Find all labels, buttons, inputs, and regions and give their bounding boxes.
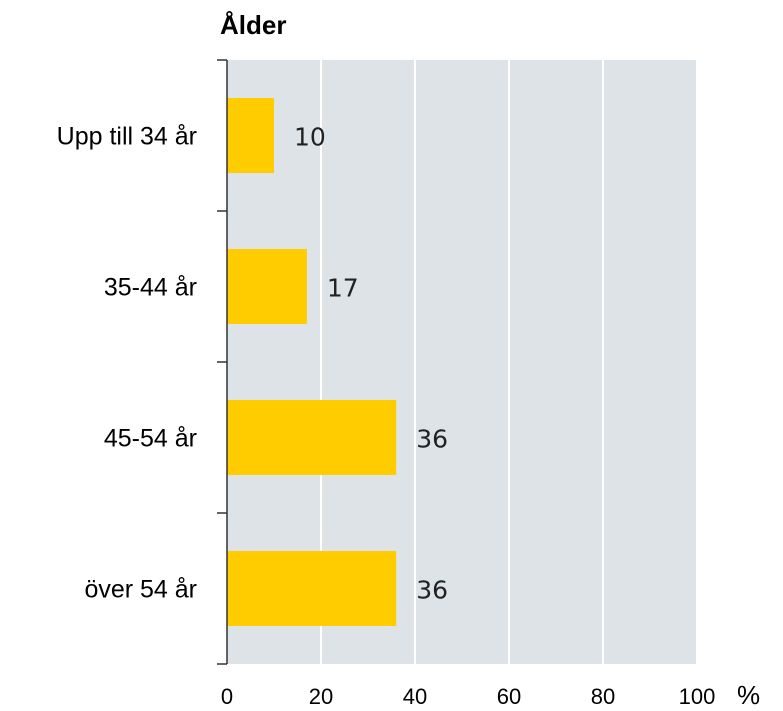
- category-axis: [217, 59, 228, 665]
- x-tick-label-20: 20: [309, 684, 333, 709]
- bars: [227, 98, 397, 626]
- x-tick-label-40: 40: [403, 684, 427, 709]
- data-label-2: 36: [416, 425, 448, 454]
- bar-0: [227, 98, 274, 173]
- bar-3: [227, 551, 397, 626]
- x-tick-label-60: 60: [497, 684, 521, 709]
- category-label-2: 45-54 år: [104, 425, 197, 453]
- bar-2: [227, 400, 397, 475]
- x-tick-label-100: 100: [679, 684, 716, 709]
- category-label-3: över 54 år: [84, 576, 197, 604]
- category-label-1: 35-44 år: [104, 274, 197, 302]
- bar-1: [227, 249, 307, 324]
- chart-title: Ålder: [220, 10, 286, 40]
- category-labels: Upp till 34 år 35-44 år 45-54 år över 54 år: [57, 123, 197, 604]
- x-unit-label: %: [737, 680, 760, 710]
- data-label-0: 10: [294, 123, 326, 152]
- category-label-0: Upp till 34 år: [57, 123, 197, 151]
- x-tick-label-0: 0: [221, 684, 233, 709]
- x-tick-label-80: 80: [591, 684, 615, 709]
- data-label-1: 17: [327, 274, 359, 303]
- data-label-3: 36: [416, 576, 448, 605]
- x-tick-labels: 0 20 40 60 80 100: [221, 684, 715, 709]
- data-labels: 10 17 36 36: [294, 123, 448, 605]
